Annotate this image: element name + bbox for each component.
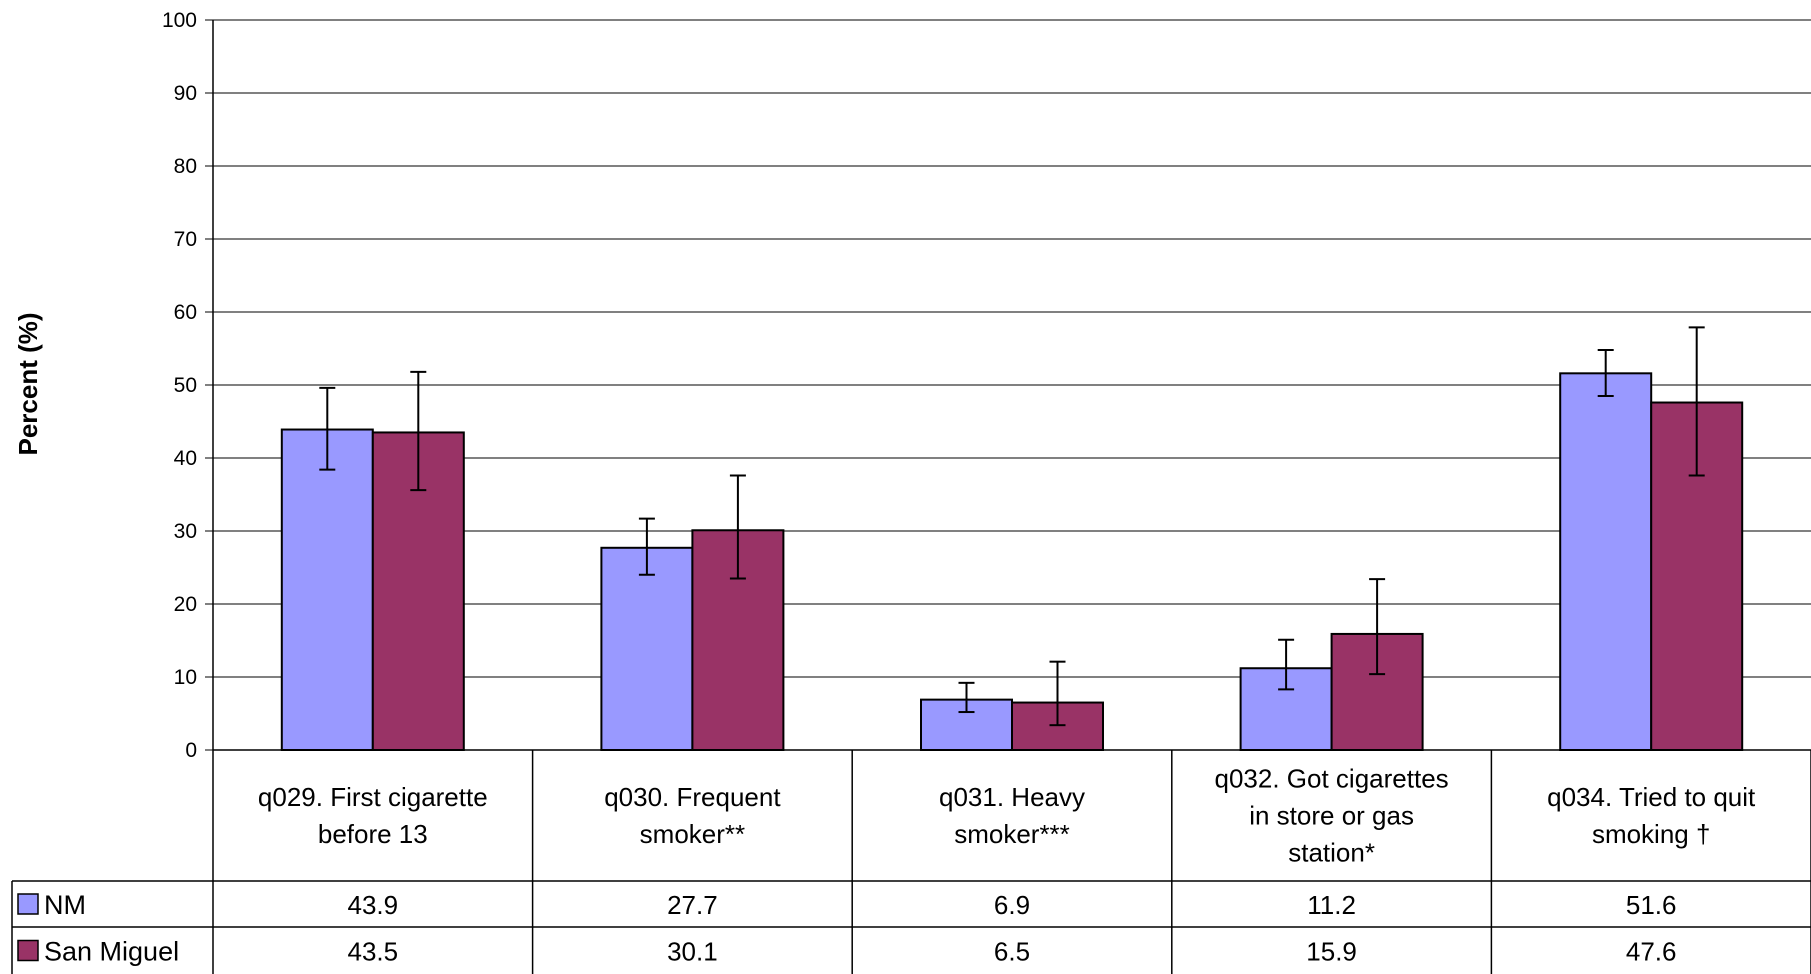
bar-nm-2 — [600, 546, 694, 751]
y-tick-label: 10 — [174, 666, 197, 689]
category-label: smoker** — [640, 819, 745, 849]
table-cell-value: 15.9 — [1306, 937, 1357, 967]
table-cell-value: 47.6 — [1626, 937, 1677, 967]
category-label: in store or gas — [1249, 801, 1414, 831]
table-cell-value: 43.9 — [347, 890, 398, 920]
table-cell-value: 43.5 — [347, 937, 398, 967]
table-cell-value: 6.9 — [994, 890, 1030, 920]
y-tick-label: 100 — [162, 9, 197, 32]
y-tick-label: 80 — [174, 155, 197, 178]
legend-label-san-miguel: San Miguel — [44, 937, 179, 967]
category-label: station* — [1288, 838, 1375, 868]
y-tick-label: 60 — [174, 301, 197, 324]
y-tick-label: 70 — [174, 228, 197, 251]
bar-nm-1 — [280, 428, 374, 751]
table-cell-value: 6.5 — [994, 937, 1030, 967]
axes: 0 10 20 30 40 50 60 70 80 90 100 — [162, 9, 1811, 762]
y-tick-label: 50 — [174, 374, 197, 397]
gridlines — [213, 19, 1811, 751]
y-tick-label: 20 — [174, 593, 197, 616]
bar-nm-5 — [1559, 372, 1653, 751]
table-cell-value: 30.1 — [667, 937, 718, 967]
category-label: q034. Tried to quit — [1547, 782, 1756, 812]
bars — [280, 372, 1744, 752]
category-label: q029. First cigarette — [258, 782, 488, 812]
error-bars — [319, 326, 1705, 727]
y-tick-label: 40 — [174, 447, 197, 470]
category-label: q030. Frequent — [604, 782, 781, 812]
table-cell-value: 27.7 — [667, 890, 718, 920]
category-label: smoker*** — [954, 819, 1070, 849]
y-tick-label: 30 — [174, 520, 197, 543]
data-table: q029. First cigarette before 13 q030. Freq… — [11, 750, 1811, 974]
category-label: smoking † — [1592, 819, 1711, 849]
category-label: q032. Got cigarettes — [1215, 764, 1449, 794]
legend-swatch-nm — [17, 893, 39, 915]
table-cell-value: 51.6 — [1626, 890, 1677, 920]
y-tick-label: 0 — [185, 739, 197, 762]
y-axis-label: Percent (%) — [13, 312, 43, 455]
legend-label-nm: NM — [44, 890, 86, 920]
legend-swatch-san-miguel — [17, 939, 39, 962]
category-label: before 13 — [318, 819, 428, 849]
y-tick-label: 90 — [174, 82, 197, 105]
table-cell-value: 11.2 — [1307, 890, 1356, 920]
category-label: q031. Heavy — [939, 782, 1085, 812]
